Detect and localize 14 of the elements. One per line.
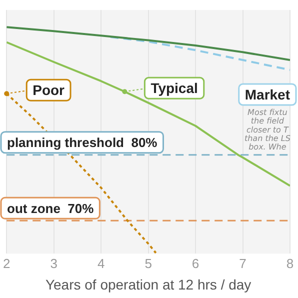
x-tick-label: 2 <box>3 256 10 271</box>
annotation: Most fixtu the field closer to T than the LS box. Whe <box>244 108 290 152</box>
x-tick-label: 4 <box>97 256 105 271</box>
ref-line-label: out zone 70% <box>7 200 94 216</box>
x-tick-label: 3 <box>50 256 58 271</box>
x-axis-title: Years of operation at 12 hrs / day <box>45 276 252 292</box>
x-tick-label: 5 <box>144 256 152 271</box>
x-tick-label: 6 <box>192 256 200 271</box>
annotation: Market <box>244 86 290 102</box>
ref-line-label: planning threshold 80% <box>7 134 158 150</box>
annotation: Poor <box>32 82 66 98</box>
x-tick-label: 7 <box>239 256 246 271</box>
x-tick-label: 8 <box>286 256 294 271</box>
annotation: Typical <box>150 80 198 96</box>
